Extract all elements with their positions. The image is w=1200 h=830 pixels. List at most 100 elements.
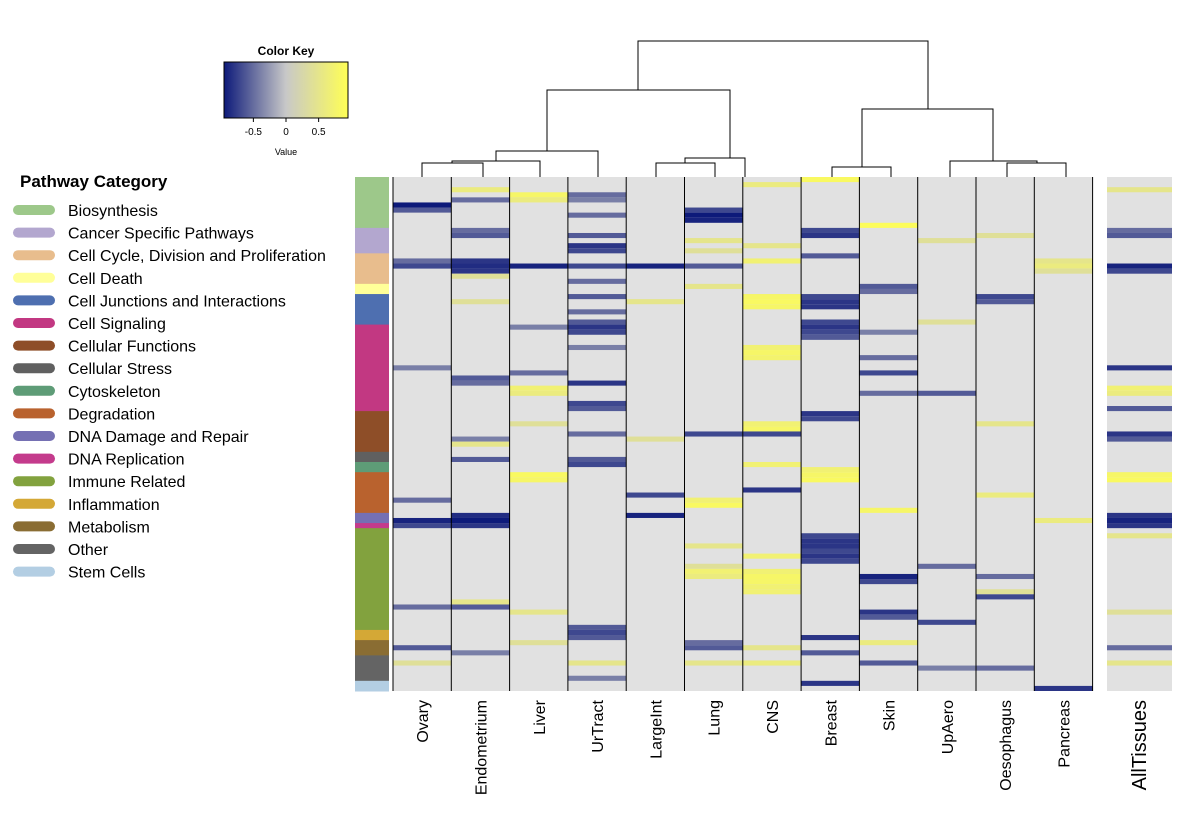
- heatmap-cell: [801, 319, 860, 325]
- heatmap-cell: [393, 207, 452, 213]
- legend-swatch: [13, 453, 55, 464]
- heatmap-cell: [917, 390, 976, 396]
- heatmap-cell: [1107, 365, 1172, 371]
- heatmap-cell: [451, 232, 510, 239]
- heatmap-cell: [1107, 406, 1172, 412]
- heatmap-cell: [801, 543, 860, 549]
- heatmap-cell: [509, 421, 568, 427]
- heatmap-column: [451, 177, 510, 691]
- heatmap-cell: [509, 324, 568, 330]
- row-category-segment: [355, 512, 389, 524]
- column-label: Lung: [707, 700, 724, 736]
- row-category-segment: [355, 640, 389, 656]
- heatmap-cell: [684, 283, 743, 289]
- legend-label: DNA Replication: [68, 452, 185, 469]
- column-label: UpAero: [940, 700, 957, 754]
- heatmap-cell: [393, 258, 452, 264]
- legend-label: Other: [68, 542, 109, 559]
- heatmap-cell: [742, 344, 802, 351]
- heatmap-column: [509, 177, 568, 691]
- heatmap-cell: [1034, 685, 1093, 691]
- legend-swatch: [13, 566, 55, 577]
- legend-swatch: [13, 295, 55, 306]
- heatmap-cell: [451, 604, 510, 610]
- color-key: Color Key -0.5 0 0.5 Value: [223, 44, 349, 157]
- heatmap-cell: [509, 390, 568, 396]
- legend-label: Metabolism: [68, 519, 150, 536]
- heatmap-cell: [859, 507, 918, 513]
- heatmap-cell: [567, 309, 627, 315]
- column-label: Ovary: [415, 700, 432, 743]
- legend-item: DNA Damage and Repair: [13, 429, 249, 446]
- heatmap-cell: [684, 640, 743, 646]
- row-category-segment: [355, 472, 389, 514]
- heatmap-cell: [567, 675, 627, 681]
- heatmap-cell: [742, 258, 802, 264]
- heatmap-column: [859, 177, 918, 691]
- heatmap-cell: [1107, 533, 1172, 539]
- heatmap-cell: [684, 502, 743, 508]
- heatmap-column-background: [801, 177, 860, 691]
- heatmap-cell: [742, 660, 802, 666]
- heatmap-cell: [509, 472, 568, 478]
- legend-label: Stem Cells: [68, 565, 145, 582]
- column-label: UrTract: [590, 699, 607, 752]
- heatmap-cell: [1107, 645, 1172, 651]
- heatmap-cell: [742, 355, 802, 361]
- heatmap-cell: [801, 334, 860, 340]
- column-label: AllTissues: [1129, 700, 1151, 790]
- heatmap-cell: [451, 258, 510, 264]
- column-label: Liver: [532, 699, 549, 734]
- heatmap-cell: [509, 192, 568, 198]
- heatmap-cell: [1107, 523, 1172, 529]
- heatmap-cell: [684, 248, 743, 254]
- heatmap-cell: [1034, 263, 1093, 269]
- heatmap-cell: [684, 543, 743, 549]
- heatmap-cell: [801, 558, 860, 564]
- legend-swatch: [13, 408, 55, 419]
- heatmap-cell: [451, 436, 510, 442]
- heatmap-cell: [451, 599, 510, 605]
- legend-swatch: [13, 205, 55, 215]
- heatmap-cell: [976, 573, 1035, 580]
- heatmap-cell: [393, 660, 452, 666]
- heatmap-cell: [742, 431, 802, 437]
- heatmap-cell: [451, 517, 510, 524]
- heatmap-cell: [742, 426, 802, 432]
- heatmap-cell: [859, 329, 918, 335]
- legend-swatch: [13, 521, 55, 532]
- legend-label: Biosynthesis: [68, 203, 158, 220]
- heatmap-cell: [567, 192, 627, 198]
- heatmap-cell: [801, 416, 860, 422]
- heatmap-cell: [451, 227, 510, 233]
- heatmap-cell: [1107, 232, 1172, 239]
- heatmap-cell: [859, 370, 918, 376]
- heatmap-cell: [567, 319, 627, 325]
- heatmap-column: [393, 177, 452, 691]
- legend-label: Cancer Specific Pathways: [68, 226, 254, 243]
- heatmap-cell: [684, 660, 743, 666]
- legend-item: Metabolism: [13, 519, 150, 536]
- heatmap-column-background: [1034, 177, 1093, 691]
- heatmap-cell: [742, 299, 802, 305]
- legend-item: DNA Replication: [13, 452, 185, 469]
- heatmap-cell: [509, 370, 568, 376]
- legend-item: Cell Junctions and Interactions: [13, 293, 286, 310]
- legend-item: Cell Cycle, Division and Proliferation: [13, 248, 326, 265]
- column-label: Breast: [823, 699, 840, 746]
- heatmap-cell: [567, 197, 627, 203]
- heatmap-cell: [917, 238, 976, 244]
- legend-swatch: [13, 250, 55, 261]
- heatmap-cell: [451, 263, 510, 269]
- heatmap-cell: [451, 441, 510, 447]
- heatmap-cell: [684, 497, 743, 503]
- row-category-segment: [355, 177, 389, 229]
- heatmap-cell: [742, 350, 802, 356]
- color-key-gradient: [223, 61, 349, 119]
- heatmap-cell: [684, 263, 743, 269]
- heatmap-cell: [1107, 390, 1172, 396]
- heatmap-cell: [451, 299, 510, 305]
- row-category-segment: [355, 294, 389, 326]
- heatmap-cell: [801, 232, 860, 239]
- heatmap-cell: [626, 263, 685, 269]
